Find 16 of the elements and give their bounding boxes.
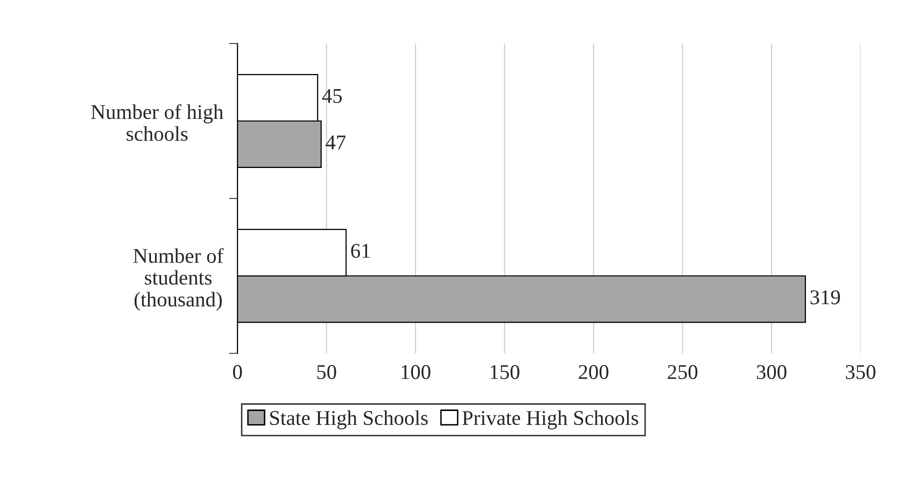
y-tick-label: Number of high schools xyxy=(91,104,224,141)
x-tick-label: 0 xyxy=(233,365,242,380)
x-tick-label: 100 xyxy=(402,365,430,380)
data-label: 45 xyxy=(322,89,342,103)
x-tick-label: 350 xyxy=(846,365,876,380)
data-label: 47 xyxy=(326,136,346,150)
data-label: 61 xyxy=(351,244,370,258)
x-tick-label: 150 xyxy=(490,365,520,380)
data-label: 319 xyxy=(810,290,840,304)
x-tick-label: 50 xyxy=(317,365,336,380)
x-tick-label: 300 xyxy=(756,365,786,380)
legend-label: Private High Schools xyxy=(462,410,638,430)
x-tick-label: 200 xyxy=(578,365,608,380)
legend-label: State High Schools xyxy=(270,410,428,430)
y-tick-label: Number of students (thousand) xyxy=(133,248,224,311)
x-tick-label: 250 xyxy=(668,365,698,380)
